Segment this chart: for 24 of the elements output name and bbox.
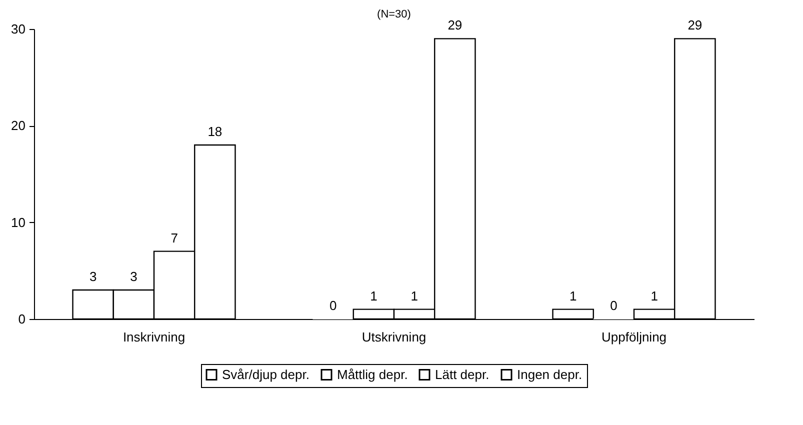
data-label: 7 [170, 230, 178, 246]
data-label: 0 [610, 298, 618, 313]
x-tick-label: Utskrivning [362, 330, 426, 344]
data-label: 1 [410, 288, 418, 304]
legend-label: Lätt depr. [435, 366, 490, 382]
data-label: 3 [89, 269, 97, 284]
legend-label: Svår/djup depr. [222, 366, 310, 382]
data-label: 1 [370, 288, 378, 304]
legend-label: Ingen depr. [517, 366, 582, 382]
data-label: 1 [569, 288, 577, 304]
data-label: 1 [650, 288, 658, 304]
data-label: 29 [448, 18, 462, 33]
data-label: 3 [130, 269, 138, 284]
y-tick-label: 10 [11, 214, 26, 230]
data-label: 0 [329, 298, 337, 313]
data-label: 18 [208, 124, 222, 139]
y-tick-label: 20 [11, 118, 26, 134]
y-tick-label: 0 [18, 312, 26, 326]
legend-label: Måttlig depr. [337, 366, 408, 382]
x-tick-label: Inskrivning [122, 330, 186, 344]
y-tick-label: 30 [11, 22, 26, 36]
data-label: 29 [688, 18, 702, 33]
x-tick-label: Uppföljning [601, 330, 667, 344]
chart-title: (N=30) [377, 8, 411, 21]
